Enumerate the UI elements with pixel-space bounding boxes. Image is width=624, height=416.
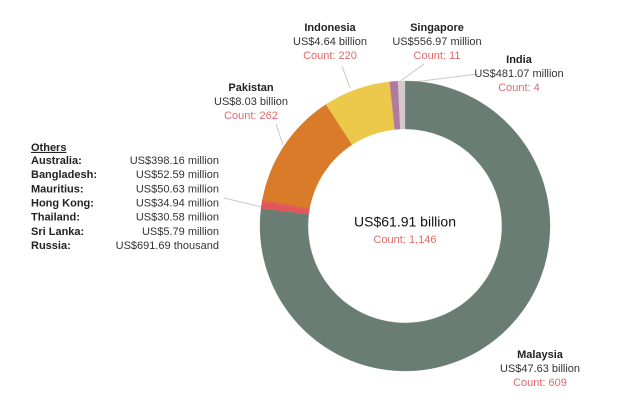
- others-value: US$30.58 million: [136, 212, 219, 224]
- count-label: Count: 609: [513, 377, 567, 389]
- count-label: Count: 262: [224, 110, 278, 122]
- others-name: Russia:: [31, 240, 71, 252]
- slice-name: India: [506, 54, 533, 66]
- others-value: US$52.59 million: [136, 169, 219, 181]
- others-name: Bangladesh:: [31, 169, 97, 181]
- others-name: Hong Kong:: [31, 198, 94, 210]
- value-label: US$8.03 billion: [214, 96, 288, 108]
- others-value: US$34.94 million: [136, 198, 219, 210]
- slice-name: Pakistan: [228, 82, 274, 94]
- others-value: US$398.16 million: [130, 155, 219, 167]
- others-value: US$5.79 million: [142, 226, 219, 238]
- count-label: Count: 11: [414, 50, 461, 62]
- slice: [259, 80, 551, 372]
- total-count: Count: 1,146: [374, 234, 437, 246]
- total-label: US$61.91 billion: [354, 214, 456, 230]
- value-label: US$481.07 million: [474, 68, 563, 80]
- value-label: US$47.63 billion: [500, 363, 580, 375]
- leader-line: [275, 123, 284, 146]
- slice-name: Indonesia: [304, 22, 356, 34]
- slice: [397, 80, 406, 130]
- others-name: Thailand:: [31, 212, 80, 224]
- value-label: US$4.64 billion: [293, 36, 367, 48]
- others-value: US$50.63 million: [136, 183, 219, 195]
- value-label: US$556.97 million: [392, 36, 481, 48]
- others-title: Others: [31, 142, 66, 154]
- count-label: Count: 220: [303, 50, 357, 62]
- leader-line: [341, 65, 351, 89]
- others-name: Sri Lanka:: [31, 226, 84, 238]
- leader-line: [223, 197, 263, 208]
- leader-line: [398, 63, 425, 83]
- count-label: Count: 4: [498, 82, 540, 94]
- slice-name: Malaysia: [517, 349, 564, 361]
- others-name: Australia:: [31, 155, 82, 167]
- others-value: US$691.69 thousand: [116, 240, 219, 252]
- slice-name: Singapore: [410, 22, 464, 34]
- others-name: Mauritius:: [31, 183, 84, 195]
